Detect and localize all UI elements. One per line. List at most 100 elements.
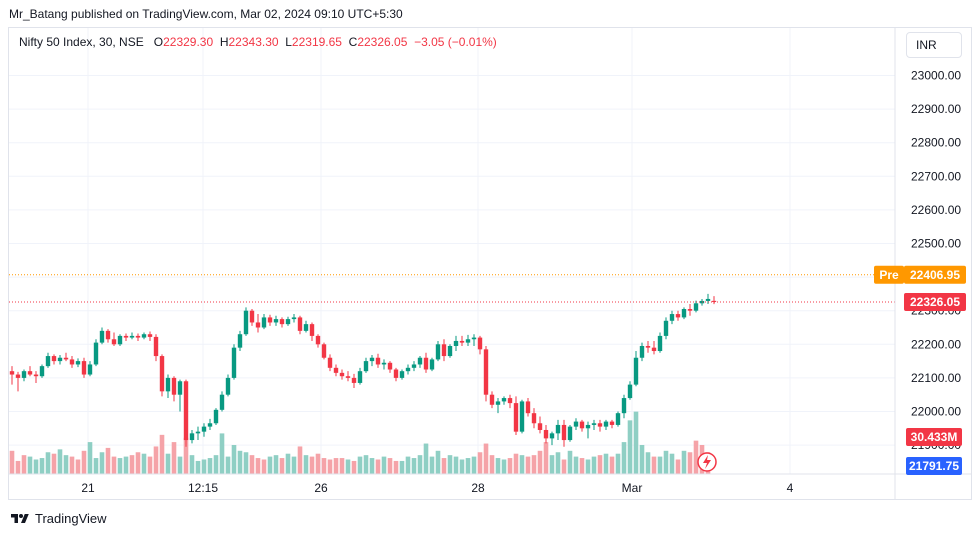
volume-bar <box>15 460 21 474</box>
candle-body <box>27 371 33 375</box>
volume-bar <box>27 456 33 474</box>
price-tick-label: 22800.00 <box>911 136 961 150</box>
volume-bar <box>621 442 627 474</box>
candle-body <box>195 431 201 434</box>
volume-bar <box>357 456 363 474</box>
candle-body <box>309 324 315 336</box>
candle-body <box>117 335 123 345</box>
candle-body <box>315 335 321 345</box>
price-tick-label: 22000.00 <box>911 405 961 419</box>
volume-bar <box>129 455 135 474</box>
volume-bar <box>321 458 327 474</box>
legend: Nifty 50 Index, 30, NSE O22329.30 H22343… <box>19 35 497 49</box>
price-tick-label: 23000.00 <box>911 69 961 83</box>
volume-bar <box>363 455 369 474</box>
currency-button[interactable]: INR <box>906 32 962 58</box>
volume-bar <box>309 456 315 474</box>
close-value: 22326.05 <box>357 35 408 49</box>
volume-bar <box>501 459 507 474</box>
candle-body <box>537 423 543 430</box>
price-tick-label: 22200.00 <box>911 337 961 351</box>
time-tick-label: 26 <box>314 481 328 495</box>
volume-bar <box>327 459 333 474</box>
candle-body <box>549 433 555 439</box>
volume-bar <box>519 455 525 474</box>
candle-body <box>165 377 171 392</box>
chart-frame <box>8 27 972 500</box>
candle-body <box>639 345 645 358</box>
candle-body <box>237 334 243 348</box>
candle-body <box>9 371 15 375</box>
candle-body <box>711 300 717 302</box>
low-label: L <box>285 35 292 49</box>
volume-bar <box>57 449 63 474</box>
candle-body <box>333 367 339 373</box>
volume-bar <box>489 455 495 474</box>
volume-bar <box>267 456 273 474</box>
close-label: C <box>348 35 358 49</box>
candle-body <box>693 303 699 311</box>
volume-bar <box>471 456 477 474</box>
candle-body <box>135 335 141 338</box>
volume-bar <box>369 458 375 474</box>
low-value-badge: 21791.75 <box>909 459 959 473</box>
volume-bar <box>207 458 213 474</box>
candle-body <box>501 398 507 402</box>
volume-bar <box>603 453 609 474</box>
volume-bar <box>483 443 489 474</box>
candle-body <box>39 366 45 377</box>
volume-bar <box>651 456 657 474</box>
candle-body <box>447 345 453 357</box>
candle-body <box>621 398 627 414</box>
volume-bar <box>417 455 423 474</box>
volume-bar <box>339 458 345 474</box>
volume-bar <box>99 452 105 474</box>
volume-bar <box>117 458 123 474</box>
last-price-badge-bg <box>904 292 966 311</box>
candle-body <box>465 339 471 343</box>
volume-bar <box>447 455 453 474</box>
volume-bar <box>189 455 195 474</box>
price-badges: Pre 22406.95 22326.05 30.433M 21791.75 <box>874 265 966 475</box>
candle-body <box>675 314 681 318</box>
candle-body <box>327 357 333 368</box>
volume-bar <box>567 450 573 474</box>
volume-bar <box>171 442 177 474</box>
candle-body <box>423 357 429 370</box>
volume-bar <box>657 456 663 474</box>
volume-bar <box>69 456 75 474</box>
candle-body <box>393 369 399 378</box>
candle-body <box>627 384 633 399</box>
candle-body <box>435 344 441 360</box>
volume-bar <box>159 434 165 474</box>
candle-body <box>261 317 267 328</box>
volume-bar <box>333 458 339 474</box>
candle-body <box>495 401 501 405</box>
volume-bar <box>63 455 69 474</box>
lightning-icon[interactable] <box>697 452 717 472</box>
price-tick-label: 22600.00 <box>911 203 961 217</box>
volume-bar <box>435 450 441 474</box>
volume-bar <box>585 459 591 474</box>
candle-body <box>453 340 459 346</box>
candle-body <box>201 426 207 432</box>
candle-body <box>519 401 525 432</box>
candle-body <box>213 409 219 424</box>
candle-body <box>651 347 657 352</box>
tradingview-logo-icon <box>11 513 29 523</box>
candle-body <box>597 423 603 427</box>
candle-body <box>219 394 225 410</box>
grid-lines <box>9 28 895 474</box>
candle-body <box>243 310 249 335</box>
candle-body <box>657 335 663 352</box>
volume-bar <box>291 456 297 474</box>
volume-bar <box>87 442 93 474</box>
candle-body <box>567 426 573 441</box>
candle-body <box>591 423 597 425</box>
candle-body <box>483 349 489 395</box>
change-value: −3.05 (−0.01%) <box>414 35 497 49</box>
volume-bar <box>615 453 621 474</box>
candle-body <box>183 381 189 441</box>
candle-body <box>705 298 711 301</box>
